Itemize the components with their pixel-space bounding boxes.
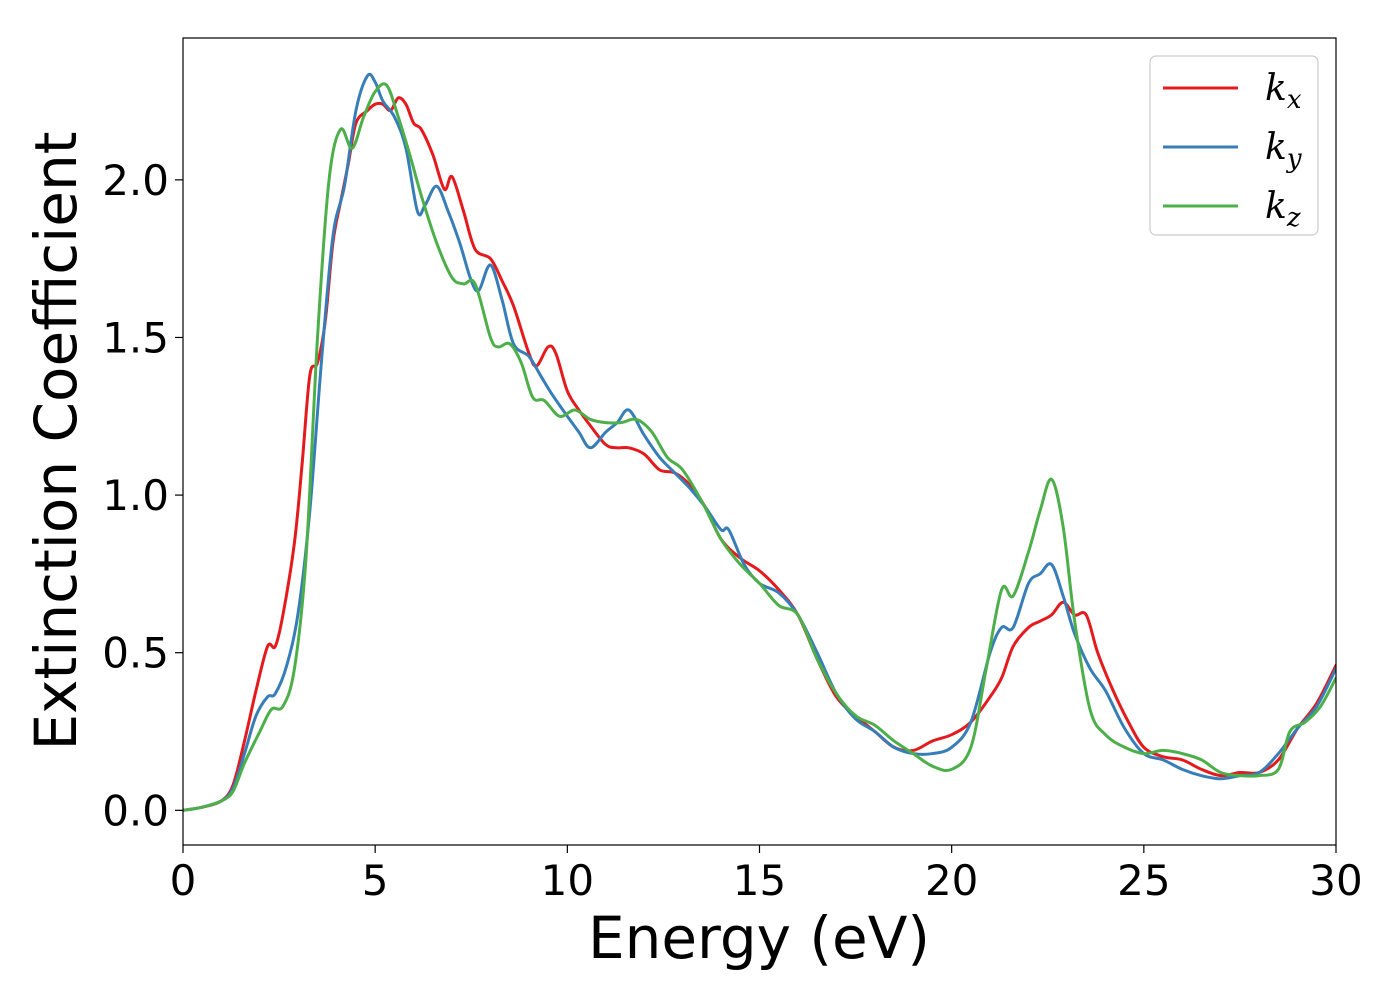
y-tick-label: 0.0 xyxy=(102,786,169,835)
series-line-kz xyxy=(183,82,1336,812)
x-tick-label: 20 xyxy=(925,856,978,905)
legend-label-kx: kx xyxy=(1265,68,1302,115)
legend: kx ky kz xyxy=(1149,55,1319,236)
x-tick-label: 25 xyxy=(1117,856,1170,905)
x-tick-label: 5 xyxy=(362,856,389,905)
y-tick-label: 1.0 xyxy=(102,471,169,520)
x-tick-label: 10 xyxy=(541,856,594,905)
legend-label-ky: ky xyxy=(1265,127,1302,174)
x-tick-label: 15 xyxy=(733,856,786,905)
axes: 0 5 10 15 20 25 30 0.0 0.5 1.0 1.5 2.0 xyxy=(102,37,1363,905)
y-tick-label: 0.5 xyxy=(102,629,169,678)
x-tick-label: 30 xyxy=(1309,856,1362,905)
y-tick-label: 1.5 xyxy=(102,313,169,362)
plot-area xyxy=(183,72,1336,812)
x-tick-label: 0 xyxy=(170,856,197,905)
y-axis-title: Extinction Coefficient xyxy=(22,132,90,751)
series-line-ky xyxy=(183,72,1336,812)
y-tick-label: 2.0 xyxy=(102,156,169,205)
legend-label-kz: kz xyxy=(1265,186,1301,233)
x-axis-title: Energy (eV) xyxy=(588,904,930,972)
